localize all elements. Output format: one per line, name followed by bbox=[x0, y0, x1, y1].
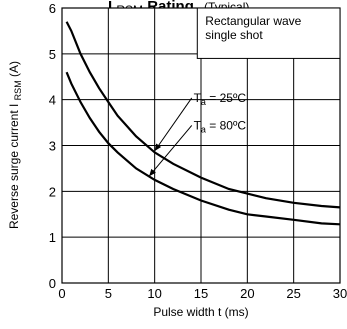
annotation-arrow-line bbox=[154, 97, 193, 152]
y-axis-label-sub: RSM bbox=[13, 80, 23, 100]
x-tick-label: 5 bbox=[105, 286, 112, 301]
series-line-ta-80c bbox=[65, 71, 341, 226]
y-tick-label: 4 bbox=[49, 93, 56, 108]
annotation-arrow-head bbox=[149, 168, 156, 177]
x-tick-label: 10 bbox=[147, 286, 161, 301]
y-axis-label-main: Reverse surge current I bbox=[7, 104, 21, 229]
series-label-ta-25c: Ta = 25ºC bbox=[194, 91, 247, 107]
y-axis-label-unit: (A) bbox=[7, 61, 21, 77]
x-tick-label: 25 bbox=[286, 286, 300, 301]
series-label-ta-80c: Ta = 80ºC bbox=[194, 118, 247, 134]
x-tick-label: 30 bbox=[333, 286, 347, 301]
x-tick-labels: 0 5 10 15 20 25 30 bbox=[58, 286, 347, 301]
x-axis-label: Pulse width t (ms) bbox=[153, 305, 248, 319]
legend-text-line: Rectangular wave bbox=[205, 14, 301, 28]
y-tick-label: 0 bbox=[49, 276, 56, 291]
x-tick-label: 0 bbox=[58, 286, 65, 301]
y-tick-label: 1 bbox=[49, 230, 56, 245]
series bbox=[65, 21, 341, 226]
y-tick-label: 3 bbox=[49, 139, 56, 154]
annotation-arrow-line bbox=[148, 125, 193, 177]
y-tick-label: 6 bbox=[49, 1, 56, 16]
x-tick-label: 15 bbox=[194, 286, 208, 301]
annotations: Ta = 25ºC Ta = 80ºC bbox=[148, 91, 247, 177]
y-axis-label: Reverse surge current I RSM (A) bbox=[7, 61, 24, 229]
y-tick-labels: 0 1 2 3 4 5 6 bbox=[49, 1, 56, 291]
y-tick-label: 2 bbox=[49, 184, 56, 199]
legend-text-line: single shot bbox=[205, 28, 263, 42]
y-tick-label: 5 bbox=[49, 47, 56, 62]
legend-frame bbox=[196, 7, 341, 59]
series-line-ta-25c bbox=[65, 21, 341, 209]
x-tick-label: 20 bbox=[240, 286, 254, 301]
annotation-arrow-head bbox=[154, 143, 162, 151]
